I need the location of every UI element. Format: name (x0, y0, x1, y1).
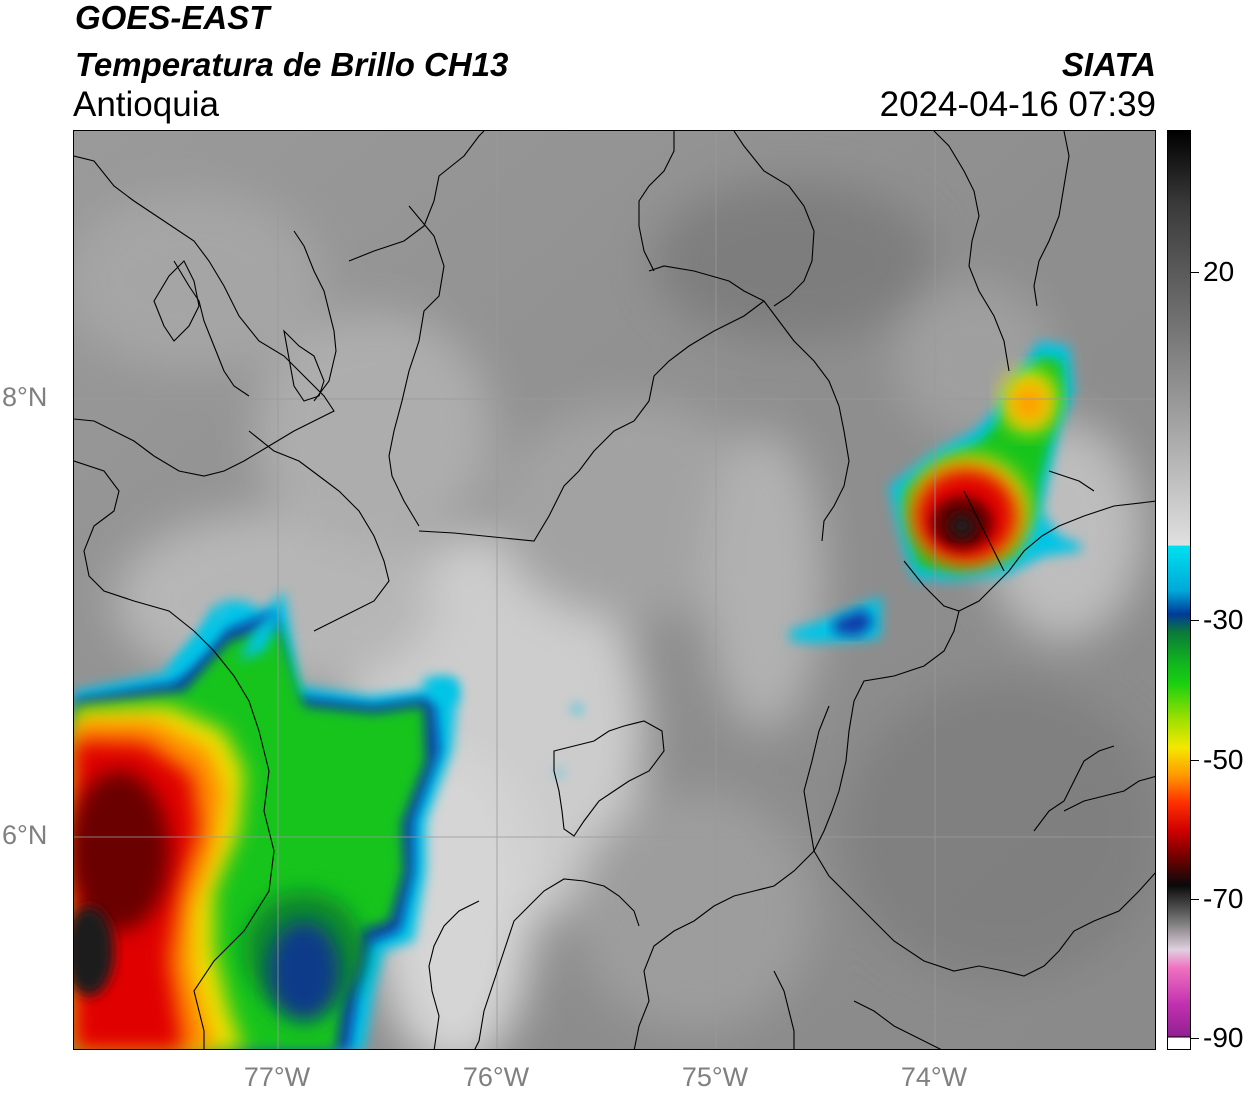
lat-label-6n: 6°N (2, 820, 48, 850)
cloud-darkred-core (74, 771, 169, 931)
colorbar (1167, 130, 1191, 1050)
colorbar-tick (1191, 760, 1199, 761)
boundaries (74, 131, 1155, 1049)
satellite-title: GOES-EAST (75, 0, 270, 36)
cloud-tail-blue (834, 609, 874, 636)
colorbar-label-minus50: -50 (1203, 744, 1244, 775)
cloud-orange-north (1011, 383, 1047, 423)
map-canvas (74, 131, 1155, 1049)
colorbar-tick (1191, 272, 1199, 273)
cloud-black-core (74, 906, 114, 996)
lon-label-76w: 76°W (462, 1062, 530, 1092)
colorbar-tick (1191, 899, 1199, 900)
colorbar-gradient (1168, 131, 1190, 1049)
map-panel[interactable] (73, 130, 1156, 1050)
organization-label: SIATA (1061, 46, 1156, 83)
product-title: Temperatura de Brillo CH13 (75, 46, 509, 83)
lat-label-8n: 8°N (2, 382, 48, 412)
colorbar-label-20: 20 (1203, 256, 1235, 287)
colorbar-label-minus30: -30 (1203, 604, 1244, 635)
region-label: Antioquia (73, 85, 219, 124)
cloud-black-core (950, 514, 974, 538)
lon-label-75w: 75°W (681, 1062, 749, 1092)
colorbar-label-minus70: -70 (1203, 883, 1244, 914)
colorbar-label-minus90: -90 (1203, 1022, 1244, 1053)
lon-label-74w: 74°W (900, 1062, 968, 1092)
graticule (74, 131, 1155, 1049)
cold-fragments (164, 606, 582, 776)
colorbar-tick (1191, 1038, 1199, 1039)
cloud-navy-core (268, 921, 340, 1021)
colorbar-tick (1191, 620, 1199, 621)
lon-label-77w: 77°W (243, 1062, 311, 1092)
convective-cell-northeast (789, 341, 1082, 643)
datetime-label: 2024-04-16 07:39 (879, 85, 1156, 124)
